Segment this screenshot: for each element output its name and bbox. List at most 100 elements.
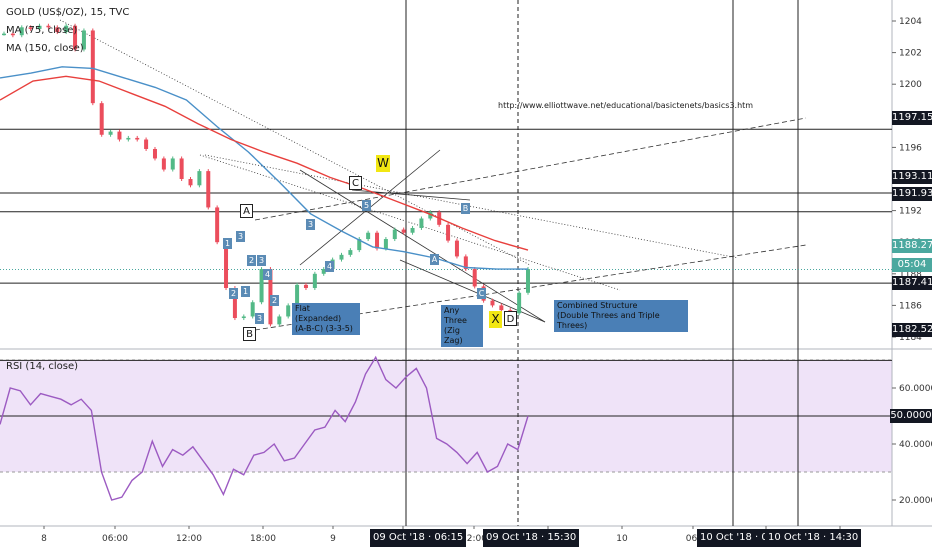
- time-tick-label: 06:: [686, 534, 700, 544]
- candle-body: [90, 30, 95, 104]
- candle-body: [348, 250, 353, 255]
- trend-line: [299, 169, 546, 323]
- candle-body: [55, 27, 60, 33]
- wave-label-x: X: [489, 311, 502, 328]
- subwave-marker: 5: [362, 200, 371, 211]
- candle-body: [383, 239, 388, 249]
- flat-expanded-note: Flat (Expanded) (A-B-C) (3-3-5): [292, 303, 360, 335]
- rsi-legend: RSI (14, close): [6, 361, 79, 372]
- time-tick-label: 8: [41, 534, 47, 544]
- rsi-tick-label: 40.0000: [899, 440, 932, 450]
- candle-body: [463, 256, 468, 270]
- price-tick-label: 1202: [899, 49, 922, 59]
- candle-body: [126, 137, 131, 140]
- time-tick-label: 12:00: [176, 534, 202, 544]
- ma75-legend: MA (75, close): [6, 25, 78, 36]
- candle-body: [410, 227, 415, 233]
- candle-body: [454, 240, 459, 257]
- wave-label-b: B: [243, 327, 256, 341]
- candle-body: [277, 316, 282, 325]
- candle-body: [37, 25, 42, 29]
- candle-body: [499, 305, 504, 311]
- flat-note-line-2: (A-B-C) (3-3-5): [295, 324, 353, 333]
- candle-body: [2, 33, 6, 36]
- candle-body: [366, 232, 371, 240]
- candle-body: [19, 27, 24, 36]
- candle-body: [428, 212, 433, 219]
- subwave-marker: 3: [257, 255, 266, 266]
- candle-body: [339, 254, 344, 260]
- countdown-tag: 05:04: [892, 258, 932, 272]
- price-tag-last: 1188.27: [892, 239, 932, 253]
- wave-label-a: A: [240, 204, 253, 218]
- any-three-line-1: Any Three: [444, 306, 467, 325]
- price-tick-label: 1196: [899, 143, 922, 153]
- candle-body: [144, 139, 149, 149]
- candle-body: [28, 27, 33, 29]
- candle-body: [517, 292, 522, 314]
- trend-line: [204, 154, 739, 259]
- price-tick-label: 1200: [899, 80, 922, 90]
- candle-body: [215, 207, 220, 243]
- candle-body: [161, 158, 166, 170]
- flat-note-line-1: Flat (Expanded): [295, 304, 342, 323]
- candle-body: [99, 103, 104, 135]
- subwave-marker: 4: [325, 261, 334, 272]
- subwave-marker: 3: [306, 219, 315, 230]
- candle-body: [295, 284, 300, 306]
- candle-body: [152, 148, 157, 159]
- subwave-marker: 1: [223, 238, 232, 249]
- candle-body: [81, 30, 86, 50]
- wave-label-w: W: [376, 155, 390, 172]
- candle-body: [401, 229, 406, 233]
- price-tick-label: 1204: [899, 17, 922, 27]
- annotation-url: http://www.elliottwave.net/educational/b…: [498, 101, 754, 110]
- time-tag-1: 09 Oct '18 · 06:15: [370, 529, 467, 547]
- rsi-level-tag: 50.0000: [890, 409, 932, 423]
- any-three-line-2: (Zig Zag): [444, 326, 463, 345]
- price-tick-label: 1184: [899, 333, 922, 343]
- candle-body: [259, 269, 264, 303]
- candle-body: [135, 137, 140, 140]
- trend-line: [254, 117, 807, 221]
- candle-body: [197, 171, 202, 186]
- candle-body: [526, 269, 530, 293]
- candle-body: [241, 316, 246, 319]
- candle-body: [357, 239, 362, 251]
- candle-body: [303, 284, 308, 289]
- price-tag-1187: 1187.41: [892, 276, 932, 290]
- candle-body: [312, 273, 317, 289]
- time-tag-2: 09 Oct '18 · 15:30: [483, 529, 580, 547]
- combined-line-1: Combined Structure: [557, 301, 638, 310]
- candle-body: [446, 224, 451, 241]
- candle-body: [286, 305, 291, 317]
- candle-body: [321, 269, 326, 274]
- time-tick-label: 10: [616, 534, 628, 544]
- candle-body: [73, 25, 78, 50]
- symbol-legend: GOLD (US$/OZ), 15, TVC: [6, 7, 130, 18]
- time-tick-label: 9: [330, 534, 336, 544]
- time-tag-4: 10 Oct '18 · 14:30: [765, 529, 862, 547]
- candle-body: [179, 158, 184, 179]
- wave-label-d: D: [504, 311, 517, 326]
- candle-body: [46, 25, 51, 28]
- subwave-marker: 2: [229, 288, 238, 299]
- ma75-line: [0, 66, 528, 270]
- wave-label-c: C: [349, 176, 362, 190]
- candle-body: [117, 131, 122, 140]
- candle-body: [490, 300, 495, 306]
- ma150-line: [0, 75, 529, 251]
- time-tick-label: 18:00: [250, 534, 276, 544]
- main-pane: [0, 0, 892, 345]
- price-tick-label: 1186: [899, 301, 922, 311]
- price-tick-label: 1192: [899, 207, 922, 217]
- candle-body: [188, 179, 193, 186]
- candle-body: [10, 33, 15, 36]
- candle-body: [170, 158, 175, 170]
- subwave-marker: C: [477, 288, 486, 299]
- price-tag-1197: 1197.15: [892, 111, 932, 125]
- subwave-marker: B: [461, 203, 470, 214]
- rsi-line: [0, 355, 529, 501]
- candle-body: [224, 242, 229, 289]
